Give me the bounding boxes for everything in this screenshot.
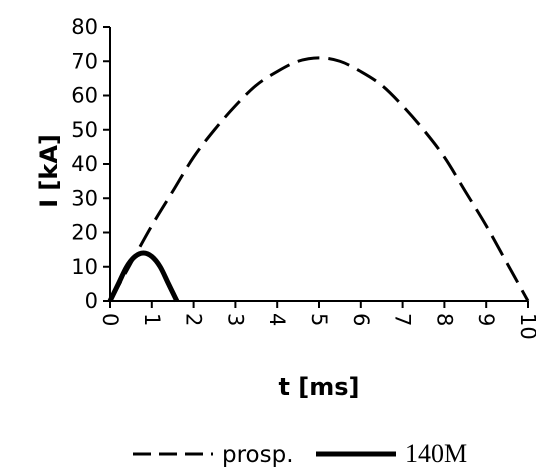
x-tick-label: 0 <box>98 313 122 326</box>
x-tick-label: 8 <box>432 313 456 326</box>
y-tick-label: 60 <box>71 84 98 108</box>
x-tick-label: 1 <box>140 313 164 326</box>
legend-label-140M: 140M <box>405 439 467 468</box>
x-tick-label: 2 <box>182 313 206 326</box>
x-tick-label: 6 <box>349 313 373 326</box>
x-tick-label: 7 <box>391 313 415 326</box>
y-tick-label: 40 <box>71 152 98 176</box>
y-axis-title: I [kA] <box>35 134 63 208</box>
x-tick-label: 3 <box>223 313 247 326</box>
x-tick-label: 5 <box>307 313 331 326</box>
series-line-1 <box>107 250 180 303</box>
x-tick-label: 4 <box>265 313 289 326</box>
y-tick-label: 70 <box>71 49 98 73</box>
y-tick-label: 30 <box>71 186 98 210</box>
y-tick-label: 50 <box>71 118 98 142</box>
y-tick-label: 10 <box>71 255 98 279</box>
x-tick-label: 10 <box>516 313 536 340</box>
y-tick-label: 80 <box>71 15 98 39</box>
legend: prosp. 140M <box>133 439 467 468</box>
axes <box>109 27 528 302</box>
y-tick-label: 0 <box>85 289 98 313</box>
series-layer <box>107 56 530 303</box>
x-tick-label: 9 <box>474 313 498 326</box>
legend-label-prosp: prosp. <box>222 442 294 468</box>
series-line-0 <box>108 56 530 302</box>
ticks: 0 10 20 30 40 50 60 70 80 0 1 2 3 4 5 6 7 8 9 10 <box>71 15 536 340</box>
x-axis-title: t [ms] <box>278 373 359 401</box>
y-tick-label: 20 <box>71 221 98 245</box>
